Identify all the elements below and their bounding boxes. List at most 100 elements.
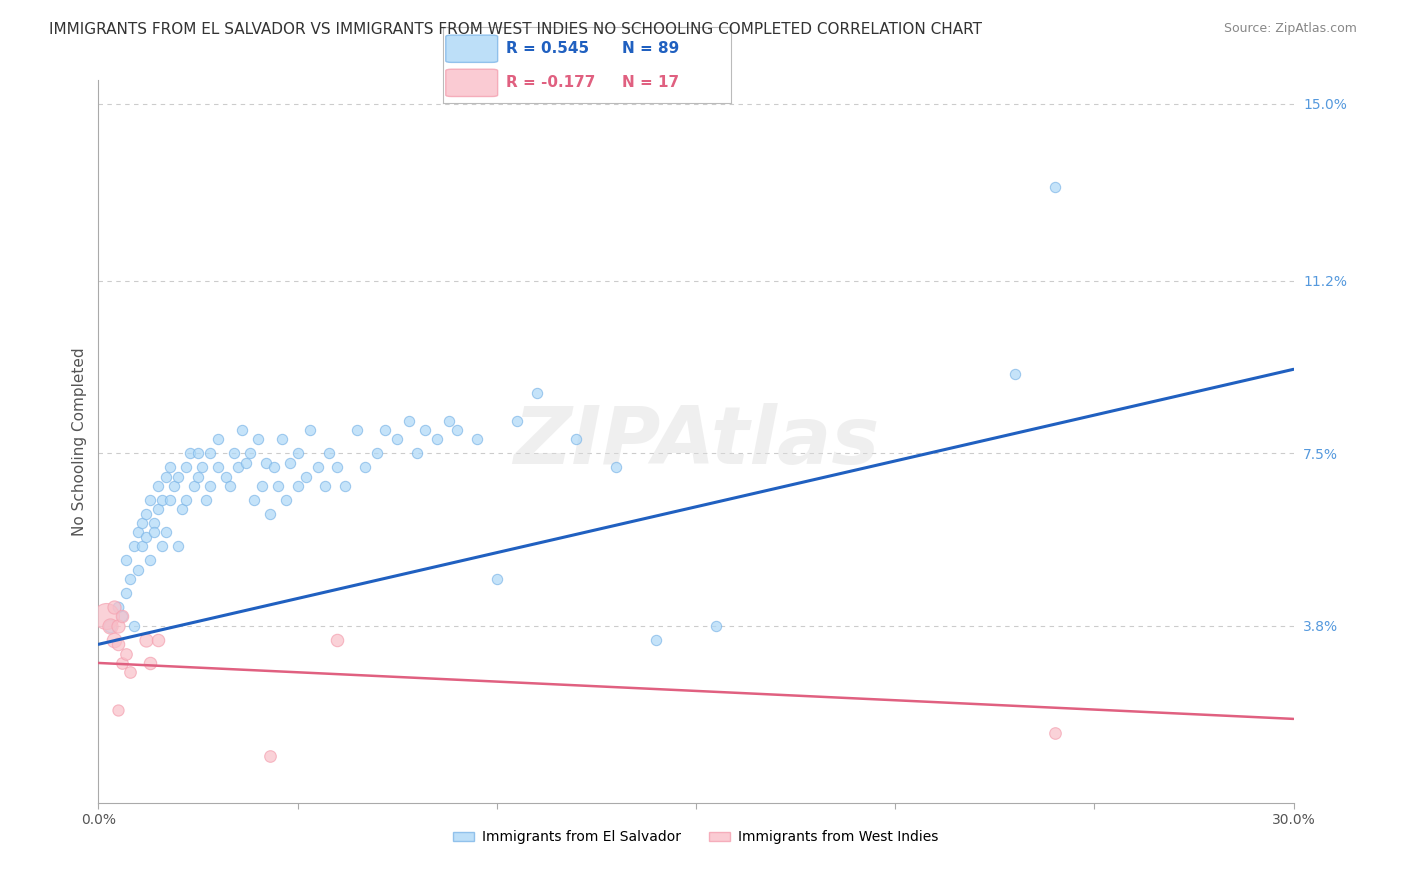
Point <box>406 446 429 460</box>
Point <box>526 385 548 400</box>
Point <box>150 540 173 554</box>
Point <box>385 432 409 446</box>
Point <box>239 446 262 460</box>
Text: R = -0.177: R = -0.177 <box>506 75 596 89</box>
Point <box>127 525 149 540</box>
Point <box>159 460 181 475</box>
Y-axis label: No Schooling Completed: No Schooling Completed <box>72 347 87 536</box>
Point <box>191 460 214 475</box>
Point <box>115 647 138 661</box>
Point <box>148 502 170 516</box>
Point <box>326 460 349 475</box>
Point <box>366 446 388 460</box>
Point <box>318 446 340 460</box>
Point <box>346 423 368 437</box>
Point <box>267 479 290 493</box>
Point <box>243 492 266 507</box>
Point <box>150 492 173 507</box>
Point <box>413 423 436 437</box>
Legend: Immigrants from El Salvador, Immigrants from West Indies: Immigrants from El Salvador, Immigrants … <box>447 825 945 850</box>
Point <box>307 460 329 475</box>
Point <box>107 637 129 651</box>
Point <box>179 446 201 460</box>
Point <box>222 446 245 460</box>
Point <box>139 492 162 507</box>
Text: N = 89: N = 89 <box>621 41 679 56</box>
Point <box>294 469 316 483</box>
Point <box>98 618 122 632</box>
Point <box>270 432 292 446</box>
Point <box>120 665 142 680</box>
Point <box>174 492 197 507</box>
Text: N = 17: N = 17 <box>621 75 679 89</box>
Point <box>120 572 142 586</box>
Point <box>143 516 166 530</box>
Point <box>96 609 118 624</box>
Text: IMMIGRANTS FROM EL SALVADOR VS IMMIGRANTS FROM WEST INDIES NO SCHOOLING COMPLETE: IMMIGRANTS FROM EL SALVADOR VS IMMIGRANT… <box>49 22 983 37</box>
Point <box>235 456 257 470</box>
Point <box>135 530 157 544</box>
Point <box>287 479 309 493</box>
FancyBboxPatch shape <box>446 35 498 62</box>
Point <box>115 586 138 600</box>
Point <box>287 446 309 460</box>
Point <box>167 469 190 483</box>
Point <box>107 618 129 632</box>
Point <box>254 456 277 470</box>
Point <box>259 507 281 521</box>
Point <box>215 469 238 483</box>
Point <box>148 632 170 647</box>
Point <box>398 413 420 427</box>
Point <box>131 516 153 530</box>
Point <box>250 479 273 493</box>
Text: ZIPAtlas: ZIPAtlas <box>513 402 879 481</box>
Point <box>274 492 297 507</box>
Point <box>183 479 205 493</box>
Point <box>446 423 468 437</box>
Point <box>115 553 138 567</box>
Point <box>605 460 627 475</box>
Point <box>1043 726 1066 740</box>
Point <box>246 432 269 446</box>
Point <box>645 632 668 647</box>
Point <box>111 609 134 624</box>
Point <box>198 446 221 460</box>
Point <box>107 702 129 716</box>
Point <box>219 479 242 493</box>
Point <box>187 446 209 460</box>
Point <box>135 507 157 521</box>
Point <box>263 460 285 475</box>
Point <box>148 479 170 493</box>
Point <box>426 432 449 446</box>
Point <box>565 432 588 446</box>
Point <box>374 423 396 437</box>
Point <box>335 479 357 493</box>
Point <box>226 460 249 475</box>
Point <box>143 525 166 540</box>
FancyBboxPatch shape <box>446 70 498 96</box>
Point <box>174 460 197 475</box>
Point <box>326 632 349 647</box>
Point <box>354 460 377 475</box>
Point <box>111 609 134 624</box>
Point <box>704 618 727 632</box>
Point <box>139 553 162 567</box>
Point <box>298 423 321 437</box>
Point <box>98 618 122 632</box>
Point <box>124 618 146 632</box>
Point <box>198 479 221 493</box>
Point <box>131 540 153 554</box>
Point <box>139 656 162 670</box>
Point <box>155 525 177 540</box>
Point <box>111 656 134 670</box>
Point <box>127 563 149 577</box>
Point <box>1043 180 1066 194</box>
Point <box>103 632 125 647</box>
Point <box>103 600 125 615</box>
Point <box>107 600 129 615</box>
Point <box>135 632 157 647</box>
Point <box>195 492 218 507</box>
Point <box>207 460 229 475</box>
Point <box>1004 367 1026 381</box>
Point <box>278 456 301 470</box>
